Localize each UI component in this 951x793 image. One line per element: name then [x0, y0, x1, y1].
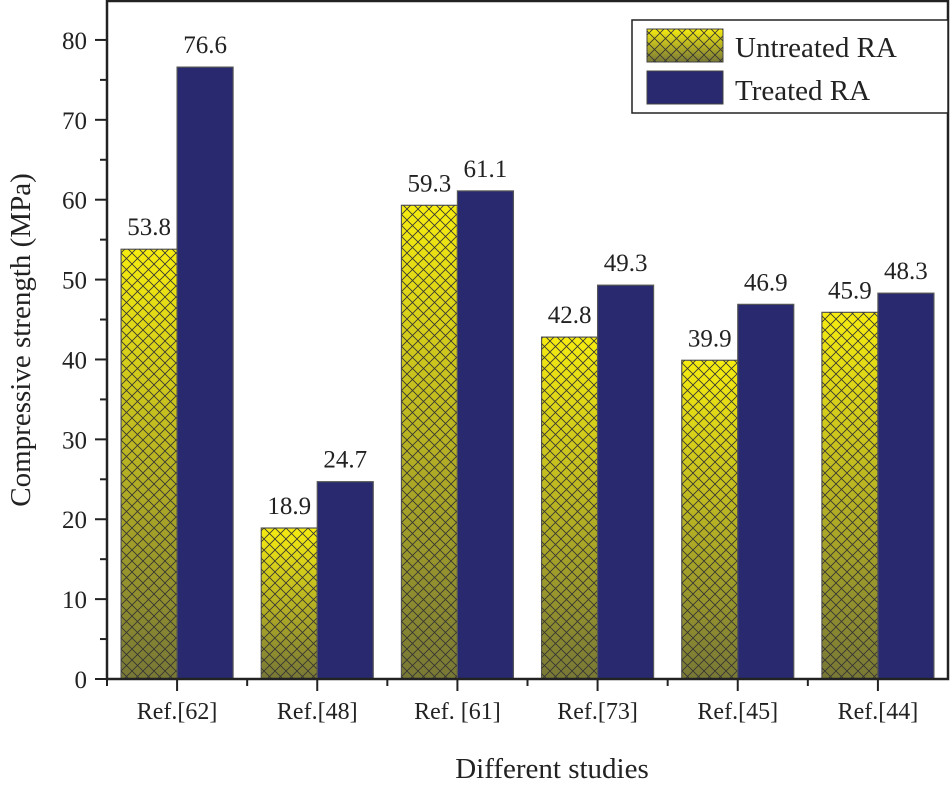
- y-tick-label: 30: [62, 427, 87, 454]
- bar-treated: [596, 284, 655, 680]
- data-label: 76.6: [183, 32, 227, 59]
- plot-frame: [105, 0, 950, 681]
- bar-untreated-hatch: [121, 249, 178, 679]
- data-label: 46.9: [744, 269, 788, 296]
- y-tick-label: 80: [62, 28, 87, 55]
- y-axis-label: Compressive strength (MPa): [5, 173, 37, 506]
- bar-untreated-hatch: [541, 337, 598, 679]
- y-tick-label: 10: [62, 587, 87, 614]
- data-label: 42.8: [548, 302, 592, 329]
- bar-treated: [316, 481, 374, 680]
- legend: Untreated RA Treated RA: [631, 19, 949, 114]
- data-label: 53.8: [127, 214, 171, 241]
- bar-untreated-hatch: [401, 205, 458, 679]
- legend-swatch-treated: [646, 70, 724, 105]
- x-tick-label: Ref.[48]: [277, 699, 358, 725]
- bar-treated: [456, 190, 515, 680]
- x-tick-label: Ref. [61]: [414, 699, 501, 725]
- x-tick-label: Ref.[44]: [838, 699, 919, 725]
- legend-label-treated: Treated RA: [735, 75, 870, 107]
- x-axis-label: Different studies: [455, 753, 649, 785]
- bar-treated: [176, 66, 234, 680]
- y-tick-label: 50: [62, 268, 87, 295]
- data-label: 61.1: [464, 156, 508, 183]
- bar-untreated-hatch: [681, 360, 738, 679]
- x-tick-label: Ref.[45]: [697, 699, 778, 725]
- bar-untreated-hatch: [261, 528, 318, 679]
- data-label: 59.3: [408, 170, 452, 197]
- y-tick-label: 60: [62, 188, 87, 215]
- y-tick-label: 70: [62, 108, 87, 135]
- bar-treated: [877, 292, 935, 680]
- legend-label-untreated: Untreated RA: [735, 32, 897, 64]
- data-label: 39.9: [688, 325, 732, 352]
- data-label: 45.9: [828, 277, 872, 304]
- y-tick-label: 40: [62, 347, 87, 374]
- data-label: 18.9: [267, 493, 311, 520]
- y-tick-label: 0: [75, 667, 88, 694]
- x-tick-label: Ref.[62]: [137, 699, 218, 725]
- bar-treated: [737, 303, 795, 680]
- y-tick-label: 20: [62, 507, 87, 534]
- x-tick-label: Ref.[73]: [557, 699, 638, 725]
- bar-untreated-hatch: [821, 312, 878, 679]
- data-label: 49.3: [604, 250, 648, 277]
- data-label: 48.3: [884, 258, 928, 285]
- data-label: 24.7: [323, 447, 367, 474]
